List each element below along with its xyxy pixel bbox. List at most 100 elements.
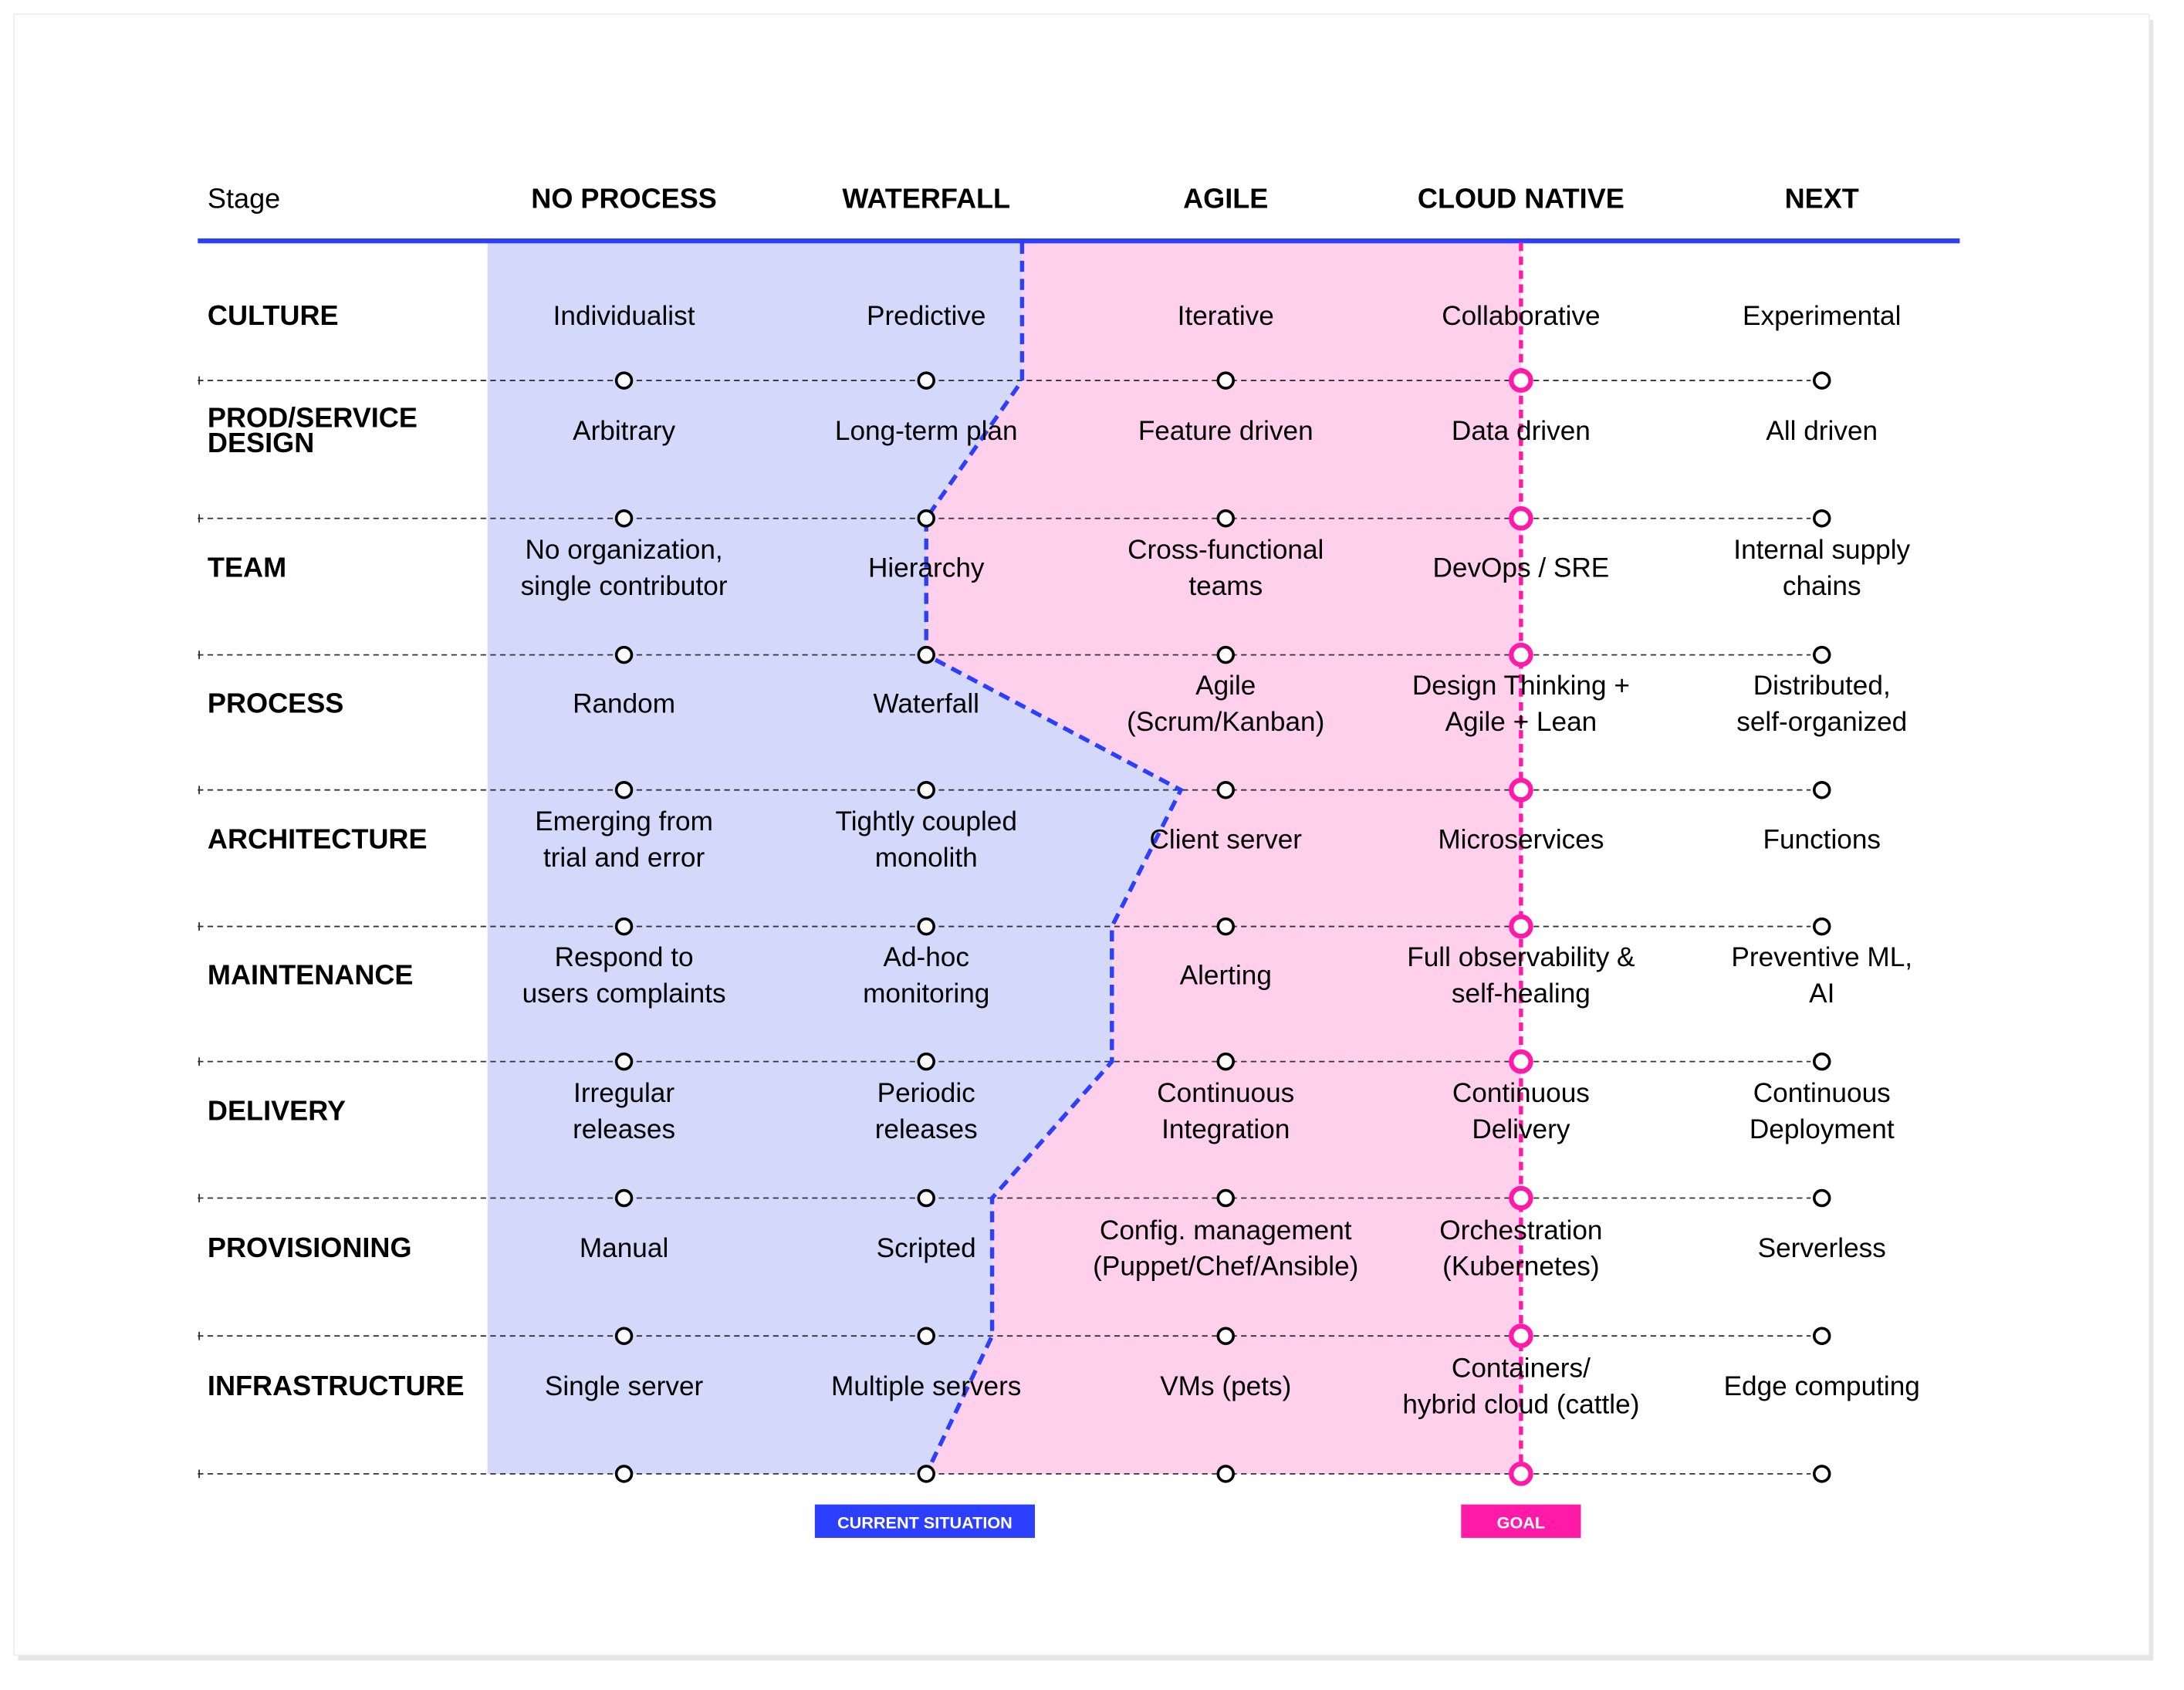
stage-marker: [917, 1327, 935, 1345]
stage-marker: [614, 917, 634, 936]
current-situation-line: [924, 242, 1184, 1475]
cell-text: self-healing: [1452, 979, 1591, 1009]
stage-marker: [614, 509, 634, 528]
cell-text: Waterfall: [873, 689, 979, 719]
stage-marker: [1216, 1052, 1235, 1071]
cell-text: Agile + Lean: [1445, 707, 1597, 737]
cell-text: Delivery: [1472, 1114, 1570, 1144]
stage-marker: [1813, 1188, 1831, 1208]
cell-text: Agile: [1195, 671, 1256, 701]
category-label: DESIGN: [208, 427, 314, 458]
stage-marker: [917, 780, 935, 799]
stage-marker: [917, 371, 935, 390]
stage-marker: [614, 1052, 634, 1071]
goal-marker: [1509, 505, 1533, 531]
category-label: MAINTENANCE: [208, 958, 414, 990]
cell-text: Containers/: [1452, 1353, 1591, 1383]
stage-marker: [1216, 1327, 1235, 1345]
category-label: PROD/SERVICE: [208, 402, 418, 434]
goal-marker: [1509, 777, 1533, 803]
stage-marker: [1216, 780, 1235, 799]
category-label: PROCESS: [208, 688, 343, 719]
cell-text: Periodic: [877, 1078, 975, 1108]
cell-text: Long-term plan: [835, 416, 1018, 446]
cell-text: Functions: [1763, 825, 1881, 855]
cell-text: Random: [573, 689, 675, 719]
cell-text: Ad-hoc: [883, 942, 969, 972]
goal-gap-area: [926, 242, 1521, 1474]
cell-text: Emerging from: [535, 806, 713, 837]
stage-marker: [917, 917, 935, 936]
cell-text: Experimental: [1743, 301, 1901, 331]
cell-text: All driven: [1766, 416, 1878, 446]
cell-text: Data driven: [1452, 416, 1591, 446]
cell-text: releases: [875, 1114, 978, 1144]
cell-text: users complaints: [522, 979, 726, 1009]
cell-text: trial and error: [543, 843, 705, 873]
goal-marker: [1509, 1049, 1533, 1074]
stage-marker: [1813, 645, 1831, 664]
cell-text: Integration: [1161, 1114, 1290, 1144]
cell-text: Client server: [1150, 825, 1303, 855]
category-label: ARCHITECTURE: [208, 823, 428, 855]
cell-text: Orchestration: [1439, 1215, 1602, 1246]
cell-text: releases: [573, 1114, 675, 1144]
goal-marker: [1509, 914, 1533, 939]
current-area: [487, 242, 1182, 1474]
current-situation-label: CURRENT SITUATION: [837, 1513, 1013, 1532]
stage-marker: [1216, 1465, 1235, 1483]
cell-text: (Kubernetes): [1442, 1252, 1599, 1282]
goal-marker: [1509, 1323, 1533, 1349]
cell-text: Config. management: [1100, 1215, 1352, 1246]
cell-text: DevOps / SRE: [1432, 553, 1609, 583]
stage-marker: [917, 1052, 935, 1071]
stage-marker: [614, 1465, 634, 1483]
stage-marker: [614, 1188, 634, 1208]
category-label: CULTURE: [208, 299, 339, 331]
stage-marker: [1216, 645, 1235, 664]
cell-text: Arbitrary: [573, 416, 675, 446]
stage-label: Stage: [208, 182, 280, 214]
goal-marker: [1509, 642, 1533, 668]
cell-text: Scripted: [877, 1233, 976, 1263]
category-label: TEAM: [208, 552, 286, 583]
cell-text: self-organized: [1736, 707, 1907, 737]
stage-marker: [614, 645, 634, 664]
header-rule: [198, 238, 1960, 244]
goal-label: GOAL: [1497, 1513, 1546, 1532]
cell-text: monitoring: [863, 979, 989, 1009]
stage-marker: [1216, 371, 1235, 390]
stage-marker: [917, 1465, 935, 1483]
column-header: WATERFALL: [842, 182, 1010, 214]
cell-text: Individualist: [553, 301, 695, 331]
cell-text: Distributed,: [1753, 671, 1891, 701]
category-label: INFRASTRUCTURE: [208, 1370, 465, 1401]
stage-marker: [1813, 1465, 1831, 1483]
cell-text: Multiple servers: [831, 1371, 1021, 1401]
stage-marker: [1216, 917, 1235, 936]
cell-text: single contributor: [521, 571, 728, 601]
cell-text: Tightly coupled: [836, 806, 1017, 837]
cell-text: Predictive: [867, 301, 986, 331]
cell-text: (Scrum/Kanban): [1127, 707, 1324, 737]
cell-text: Continuous: [1157, 1078, 1294, 1108]
cell-text: monolith: [875, 843, 978, 873]
cell-text: VMs (pets): [1160, 1371, 1291, 1401]
goal-badge: [1461, 1504, 1581, 1538]
current-situation-badge: [814, 1504, 1036, 1538]
cell-text: Microservices: [1438, 825, 1604, 855]
cell-text: Internal supply: [1733, 535, 1910, 565]
cell-text: Cross-functional: [1127, 535, 1324, 565]
stage-marker: [1813, 371, 1831, 390]
stage-marker: [1813, 1052, 1831, 1071]
stage-marker: [917, 509, 935, 528]
cell-text: Continuous: [1753, 1078, 1891, 1108]
cell-text: Edge computing: [1724, 1371, 1920, 1401]
cell-text: (Puppet/Chef/Ansible): [1093, 1252, 1358, 1282]
category-label: PROVISIONING: [208, 1232, 412, 1263]
stage-marker: [1813, 917, 1831, 936]
column-header: AGILE: [1183, 182, 1268, 214]
cell-text: Single server: [545, 1371, 704, 1401]
column-header: NO PROCESS: [531, 182, 717, 214]
